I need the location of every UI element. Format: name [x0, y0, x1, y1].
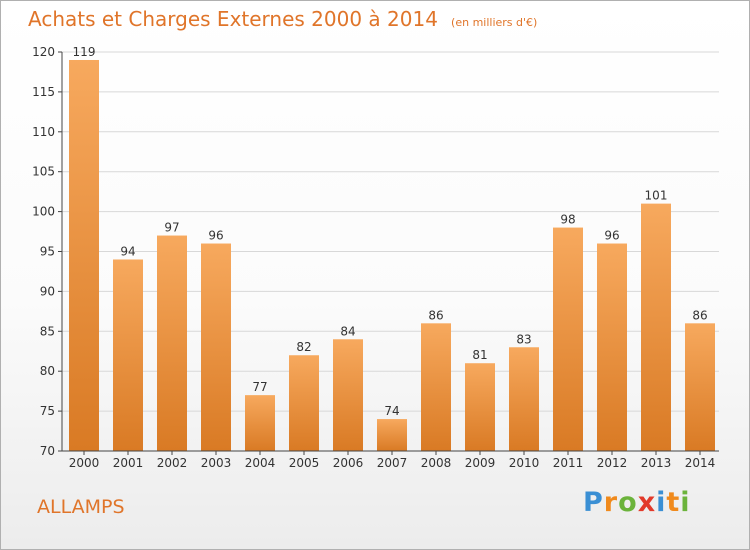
- x-tick-label: 2004: [245, 456, 276, 470]
- logo-letter: i: [680, 487, 691, 518]
- bars: [69, 59, 715, 451]
- data-label: 96: [604, 229, 619, 243]
- logo-letter: o: [618, 487, 638, 518]
- bar: [465, 363, 495, 451]
- location-name: ALLAMPS: [37, 496, 125, 518]
- data-label: 101: [645, 189, 668, 203]
- x-tick-label: 2014: [685, 456, 716, 470]
- bar: [597, 243, 627, 451]
- data-label: 96: [208, 229, 223, 243]
- x-tick-label: 2009: [465, 456, 496, 470]
- title-row: Achats et Charges Externes 2000 à 2014 (…: [28, 7, 537, 31]
- y-tick-label: 95: [40, 245, 55, 259]
- axes: 70 75 80 85 90 95 100 105 110 115 120 2000 2001 2002 2…: [32, 45, 719, 470]
- bar: [289, 355, 319, 451]
- y-tick-label: 105: [32, 165, 55, 179]
- logo-letter: r: [603, 487, 619, 518]
- data-label: 86: [428, 308, 443, 322]
- data-label: 77: [252, 380, 267, 394]
- x-tick-label: 2010: [509, 456, 540, 470]
- x-tick-label: 2006: [333, 456, 364, 470]
- y-tick-label: 100: [32, 205, 55, 219]
- bar: [553, 227, 583, 451]
- bar: [685, 323, 715, 451]
- y-tick-label: 120: [32, 45, 55, 59]
- x-tick-label: 2011: [553, 456, 584, 470]
- bar: [201, 243, 231, 451]
- bar: [69, 59, 99, 451]
- y-tick-label: 110: [32, 125, 55, 139]
- logo-letter: t: [666, 487, 681, 518]
- chart-title: Achats et Charges Externes 2000 à 2014: [28, 7, 438, 31]
- bar: [421, 323, 451, 451]
- data-label: 81: [472, 348, 487, 362]
- x-tick-label: 2001: [113, 456, 144, 470]
- data-label: 82: [296, 340, 311, 354]
- proxiti-logo: Proxiti: [583, 487, 691, 518]
- x-tick-label: 2007: [377, 456, 408, 470]
- y-tick-label: 80: [40, 364, 55, 378]
- bar: [333, 339, 363, 451]
- x-tick-label: 2003: [201, 456, 232, 470]
- x-tick-label: 2012: [597, 456, 628, 470]
- y-tick-label: 85: [40, 324, 55, 338]
- chart-unit-label: (en milliers d'€): [451, 16, 538, 29]
- y-tick-label: 115: [32, 85, 55, 99]
- bar: [377, 419, 407, 451]
- logo-letter: i: [656, 487, 667, 518]
- data-label: 97: [164, 221, 179, 235]
- data-label: 119: [73, 45, 96, 59]
- bar: [113, 259, 143, 451]
- data-label: 98: [560, 213, 575, 227]
- logo-letter: x: [637, 487, 657, 518]
- data-label: 94: [120, 244, 135, 258]
- bar: [509, 347, 539, 451]
- data-label: 83: [516, 332, 531, 346]
- x-tick-label: 2005: [289, 456, 320, 470]
- x-tick-label: 2008: [421, 456, 452, 470]
- y-tick-label: 70: [40, 444, 55, 458]
- x-tick-label: 2013: [641, 456, 672, 470]
- data-labels: 119 94 97 96 77 82 84 74 86 81 83 98 96 101 86: [73, 45, 708, 418]
- logo-letter: P: [583, 487, 604, 518]
- data-label: 84: [340, 324, 355, 338]
- bar: [641, 203, 671, 451]
- y-tick-label: 90: [40, 284, 55, 298]
- bar: [157, 235, 187, 451]
- data-label: 74: [384, 404, 399, 418]
- y-tick-label: 75: [40, 404, 55, 418]
- data-label: 86: [692, 308, 707, 322]
- x-tick-label: 2002: [157, 456, 188, 470]
- bar: [245, 395, 275, 451]
- x-tick-label: 2000: [69, 456, 100, 470]
